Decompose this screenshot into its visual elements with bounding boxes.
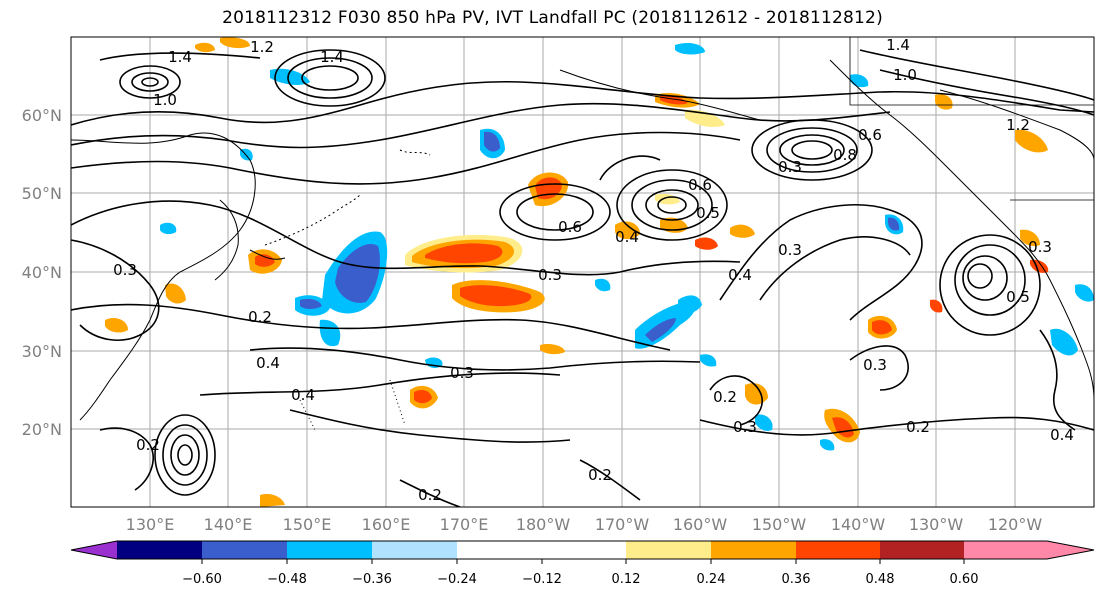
- svg-text:0.4: 0.4: [291, 386, 315, 404]
- colorbar-tick-label: −0.24: [437, 572, 477, 587]
- pv-shading: [105, 37, 1094, 507]
- contour-labels: 1.4 1.2 1.0 1.4 0.6 0.6 0.4 0.5 0.3 0.4 …: [113, 36, 1074, 504]
- svg-text:160°E: 160°E: [362, 515, 411, 534]
- svg-text:0.3: 0.3: [778, 158, 802, 176]
- svg-text:0.6: 0.6: [688, 176, 712, 194]
- colorbar-tick-label: −0.12: [522, 572, 562, 587]
- colorbar-arrow-min: [71, 541, 117, 559]
- svg-text:0.4: 0.4: [1050, 426, 1074, 444]
- colorbar: −0.60 −0.48 −0.36 −0.24 −0.12 0.12 0.24 …: [70, 540, 1095, 587]
- colorbar-tick-label: −0.36: [352, 572, 392, 587]
- svg-text:50°N: 50°N: [22, 184, 62, 203]
- svg-text:160°W: 160°W: [673, 515, 728, 534]
- colorbar-bin: [117, 541, 202, 559]
- svg-text:0.2: 0.2: [906, 418, 930, 436]
- colorbar-tick-label: 0.36: [782, 572, 811, 587]
- svg-text:0.5: 0.5: [696, 204, 720, 222]
- svg-text:40°N: 40°N: [22, 263, 62, 282]
- svg-text:0.4: 0.4: [615, 228, 639, 246]
- pv-contours: [71, 49, 1094, 507]
- latitude-labels: 60°N 50°N 40°N 30°N 20°N: [22, 106, 62, 439]
- svg-text:1.4: 1.4: [886, 36, 910, 54]
- svg-text:1.4: 1.4: [320, 48, 344, 66]
- svg-text:150°E: 150°E: [283, 515, 332, 534]
- colorbar-bin: [542, 541, 626, 559]
- svg-text:1.2: 1.2: [250, 38, 274, 56]
- colorbar-bin: [880, 541, 964, 559]
- svg-text:0.2: 0.2: [588, 466, 612, 484]
- colorbar-bin: [796, 541, 880, 559]
- svg-text:0.6: 0.6: [558, 218, 582, 236]
- svg-text:0.3: 0.3: [538, 266, 562, 284]
- svg-text:170°W: 170°W: [595, 515, 650, 534]
- map-frame: [70, 36, 1095, 508]
- svg-text:1.0: 1.0: [153, 91, 177, 109]
- map-title: 2018112312 F030 850 hPa PV, IVT Landfall…: [222, 8, 883, 28]
- svg-text:130°W: 130°W: [909, 515, 964, 534]
- colorbar-tick-label: 0.48: [866, 572, 895, 587]
- svg-text:0.4: 0.4: [256, 354, 280, 372]
- svg-text:0.3: 0.3: [113, 261, 137, 279]
- svg-text:0.3: 0.3: [863, 356, 887, 374]
- svg-text:0.3: 0.3: [450, 364, 474, 382]
- svg-text:1.2: 1.2: [1006, 116, 1030, 134]
- svg-text:0.3: 0.3: [733, 418, 757, 436]
- svg-text:0.2: 0.2: [248, 308, 272, 326]
- graticule: [71, 37, 1094, 507]
- colorbar-bin: [626, 541, 711, 559]
- svg-text:60°N: 60°N: [22, 106, 62, 125]
- svg-text:0.3: 0.3: [1028, 238, 1052, 256]
- svg-text:130°E: 130°E: [126, 515, 175, 534]
- svg-text:20°N: 20°N: [22, 420, 62, 439]
- colorbar-bin: [202, 541, 287, 559]
- colorbar-tick-label: 0.60: [950, 572, 979, 587]
- svg-text:0.8: 0.8: [833, 146, 857, 164]
- svg-text:150°W: 150°W: [752, 515, 807, 534]
- svg-text:140°E: 140°E: [204, 515, 253, 534]
- svg-text:0.6: 0.6: [858, 126, 882, 144]
- svg-text:120°W: 120°W: [988, 515, 1043, 534]
- svg-text:170°E: 170°E: [440, 515, 489, 534]
- colorbar-bin: [372, 541, 457, 559]
- colorbar-bin: [287, 541, 372, 559]
- svg-text:140°W: 140°W: [831, 515, 886, 534]
- svg-text:0.4: 0.4: [728, 266, 752, 284]
- svg-text:0.5: 0.5: [1006, 288, 1030, 306]
- colorbar-tick-label: −0.60: [182, 572, 222, 587]
- svg-text:0.3: 0.3: [778, 241, 802, 259]
- svg-text:0.2: 0.2: [418, 486, 442, 504]
- colorbar-tick-label: 0.12: [612, 572, 641, 587]
- svg-text:0.2: 0.2: [136, 436, 160, 454]
- colorbar-bin: [457, 541, 542, 559]
- svg-text:1.0: 1.0: [893, 66, 917, 84]
- svg-text:1.4: 1.4: [168, 48, 192, 66]
- colorbar-bin: [711, 541, 796, 559]
- colorbar-tick-label: −0.48: [267, 572, 307, 587]
- svg-text:0.2: 0.2: [713, 388, 737, 406]
- svg-text:180°W: 180°W: [516, 515, 571, 534]
- colorbar-tick-label: 0.24: [697, 572, 726, 587]
- longitude-labels: 130°E 140°E 150°E 160°E 170°E 180°W 170°…: [126, 515, 1043, 534]
- colorbar-arrow-max: [964, 541, 1094, 559]
- svg-text:30°N: 30°N: [22, 342, 62, 361]
